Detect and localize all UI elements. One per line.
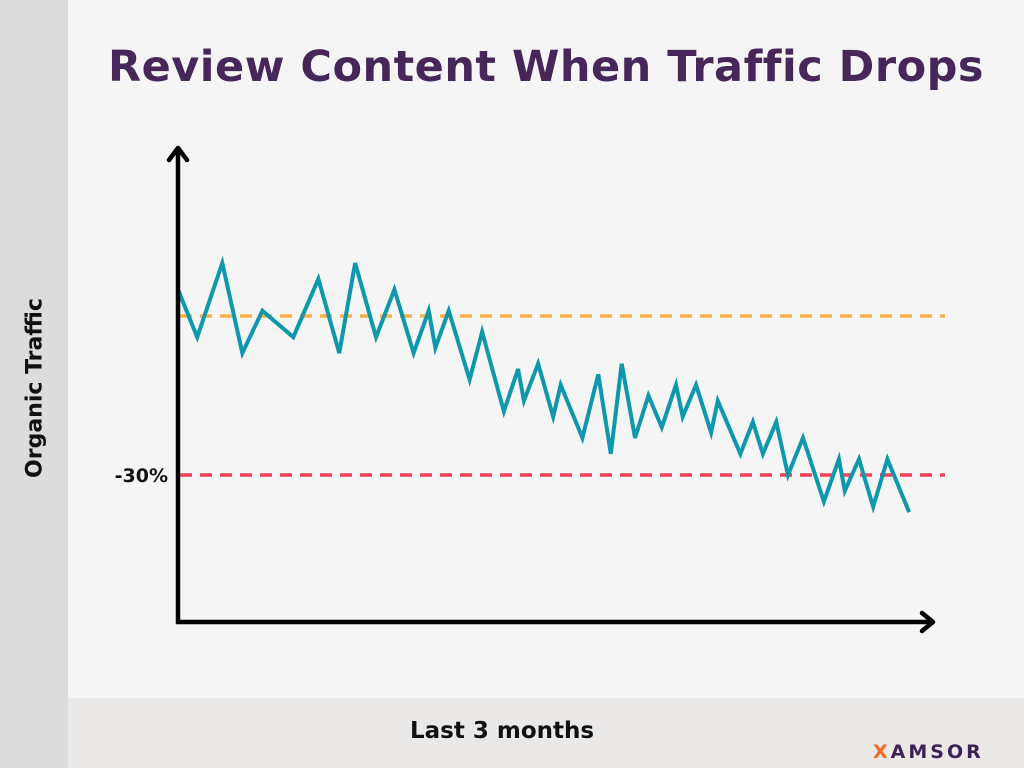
traffic-line (176, 255, 911, 514)
logo-x: X (873, 741, 891, 763)
x-axis-arrow (919, 610, 936, 634)
threshold-label: -30% (115, 465, 168, 487)
chart-title: Review Content When Traffic Drops (107, 42, 985, 92)
y-axis-arrow (166, 145, 190, 163)
logo-rest: AMSOR (890, 741, 984, 763)
footer-band (68, 698, 1024, 768)
left-margin-strip (0, 0, 68, 768)
x-axis-label: Last 3 months (410, 718, 595, 744)
xamsor-logo: XAMSOR (873, 741, 984, 763)
